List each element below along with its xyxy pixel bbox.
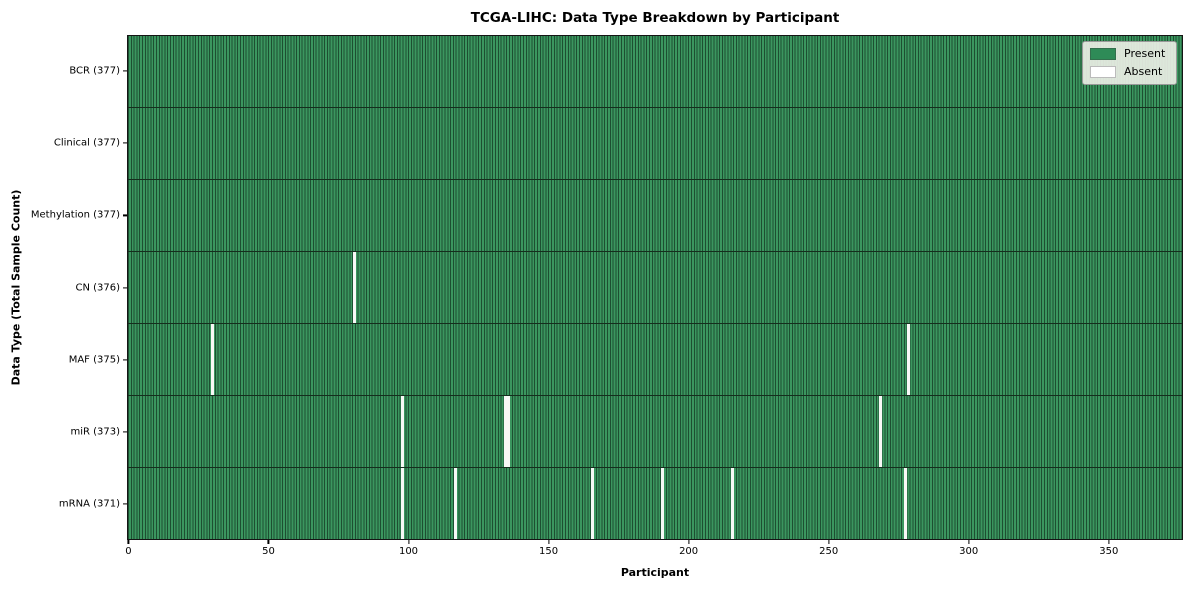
x-tick-mark: [968, 540, 970, 544]
absent-stripe: [454, 468, 458, 539]
legend-swatch-absent: [1090, 65, 1116, 78]
heatmap-row-BCR: [128, 36, 1182, 108]
x-axis-label: Participant: [620, 566, 690, 579]
y-tick-mark: [123, 359, 127, 361]
y-tick-mark: [123, 142, 127, 144]
heatmap-row-MAF: [128, 324, 1182, 396]
legend-entry-present: Present: [1090, 47, 1168, 60]
x-tick-label: 200: [679, 546, 699, 557]
heatmap-row-CN: [128, 252, 1182, 324]
absent-stripe: [353, 252, 357, 323]
absent-stripe: [879, 396, 883, 467]
x-tick-mark: [688, 540, 690, 544]
absent-stripe: [591, 468, 595, 539]
y-tick-mark: [123, 431, 127, 433]
y-tick-label: CN (376): [75, 282, 120, 293]
heatmap-row-Methylation: [128, 180, 1182, 252]
x-tick-label: 300: [959, 546, 979, 557]
heatmap-row-Clinical: [128, 108, 1182, 180]
legend-label: Present: [1124, 47, 1166, 60]
absent-stripe: [660, 468, 664, 539]
heatmap-plot-area: [127, 35, 1183, 540]
x-tick-label: 0: [125, 546, 132, 557]
y-tick-label: Methylation (377): [30, 209, 120, 221]
x-tick-mark: [127, 540, 129, 544]
absent-stripe: [904, 468, 908, 539]
absent-stripe: [907, 324, 911, 395]
y-tick-mark: [123, 214, 127, 216]
x-tick-label: 100: [398, 546, 419, 557]
y-tick-mark: [123, 286, 127, 289]
absent-stripe: [400, 468, 404, 539]
y-tick-mark: [123, 503, 127, 505]
y-tick-label: Clinical (377): [53, 137, 120, 149]
x-tick-label: 350: [1099, 546, 1119, 557]
x-tick-mark: [547, 540, 550, 544]
x-tick-label: 150: [539, 546, 559, 557]
y-axis-tick-marks: [123, 35, 127, 540]
chart-title: TCGA-LIHC: Data Type Breakdown by Partic…: [470, 10, 840, 26]
absent-stripe: [210, 324, 214, 395]
y-tick-label: MAF (375): [68, 354, 120, 366]
legend-label: Absent: [1124, 65, 1163, 78]
heatmap-row-miR: [128, 396, 1182, 468]
x-tick-label: 50: [262, 546, 275, 557]
legend: Present Absent: [1082, 41, 1177, 85]
x-axis-tick-marks: [127, 540, 1183, 544]
x-tick-mark: [407, 540, 410, 544]
x-tick-mark: [1108, 540, 1110, 544]
absent-stripe: [507, 396, 511, 467]
y-tick-label: miR (373): [70, 426, 120, 438]
y-axis-tick-labels: BCR (377) Clinical (377) Methylation (377)…: [0, 35, 120, 540]
heatmap-row-mRNA: [128, 468, 1182, 539]
absent-stripe: [504, 396, 508, 467]
absent-stripe: [400, 396, 404, 467]
absent-stripe: [730, 468, 734, 539]
x-tick-label: 250: [819, 546, 839, 557]
y-tick-label: mRNA (371): [58, 498, 120, 510]
y-tick-mark: [123, 70, 127, 72]
x-tick-mark: [267, 540, 270, 544]
x-tick-mark: [828, 540, 830, 544]
legend-swatch-present: [1090, 47, 1116, 60]
y-tick-label: BCR (377): [69, 65, 120, 77]
legend-entry-absent: Absent: [1090, 65, 1168, 78]
x-axis-tick-labels: 0 50 100 150 200 250 300 350: [125, 546, 1183, 560]
